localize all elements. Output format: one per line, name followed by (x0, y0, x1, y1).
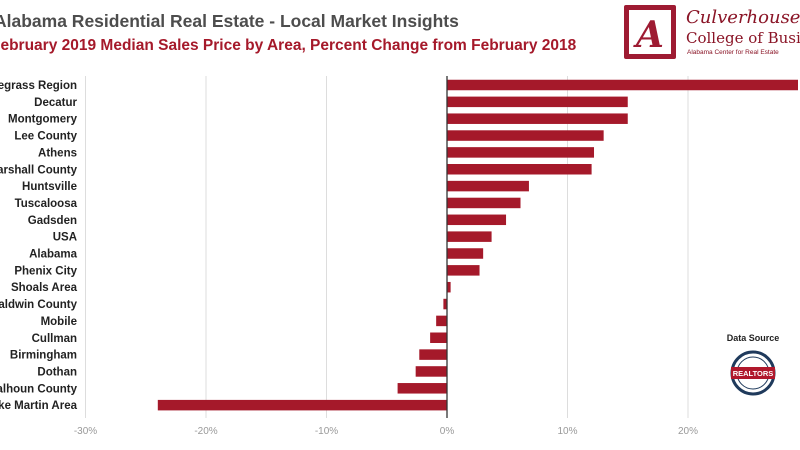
x-tick-label: 20% (678, 426, 698, 437)
bar (447, 164, 592, 175)
category-label: Gadsden (28, 215, 77, 227)
logo-mark-letter: A (633, 14, 664, 56)
category-label: Alabama (29, 249, 78, 261)
logo-line-2: College of Business (686, 29, 800, 47)
chart-title: Alabama Residential Real Estate - Local … (0, 11, 459, 31)
category-label: Tuscaloosa (15, 198, 78, 210)
category-label: Baldwin County (0, 299, 78, 311)
category-label: Huntsville (22, 181, 77, 193)
category-label: Dothan (37, 366, 77, 378)
bar (157, 399, 448, 411)
category-label: Wiregrass Region (0, 80, 77, 92)
bar (419, 349, 447, 360)
realtors-seal-icon: REALTORS (730, 350, 776, 396)
data-source-block: Data Source REALTORS (716, 333, 790, 399)
category-label: Decatur (34, 97, 77, 109)
chart-subtitle: February 2019 Median Sales Price by Area… (0, 37, 577, 54)
category-label: USA (53, 232, 77, 244)
bar (436, 315, 447, 327)
category-label: Lake Martin Area (0, 400, 78, 412)
category-label: Marshall County (0, 164, 78, 176)
bar (397, 383, 447, 394)
category-label: Athens (38, 147, 77, 159)
bar (447, 130, 604, 141)
bar (415, 366, 447, 377)
category-label: Birmingham (10, 350, 77, 362)
bar (447, 147, 595, 158)
x-tick-label: -20% (194, 426, 217, 437)
x-tick-label: -30% (74, 426, 97, 437)
bar (430, 332, 447, 343)
category-label: Shoals Area (11, 282, 78, 294)
category-label: Phenix City (14, 265, 77, 277)
category-label: Cullman (32, 333, 77, 345)
bar (447, 214, 507, 226)
bar (447, 248, 484, 259)
x-tick-label: 0% (440, 426, 455, 437)
bar (447, 96, 628, 108)
bar (447, 231, 492, 242)
culverhouse-logo: A Culverhouse College of Business Alabam… (624, 5, 800, 63)
x-tick-label: -10% (315, 426, 338, 437)
x-tick-label: 10% (557, 426, 577, 437)
bar (447, 265, 480, 276)
category-label: Montgomery (8, 114, 78, 126)
bar (447, 180, 529, 192)
bar (447, 79, 798, 91)
category-label: Mobile (41, 316, 77, 328)
alabama-a-logo-icon: A (624, 5, 676, 59)
logo-line-1: Culverhouse (686, 7, 800, 28)
bar (447, 281, 451, 293)
realtors-badge-text: REALTORS (733, 369, 774, 378)
category-label: Lee County (14, 131, 77, 143)
category-label: Calhoun County (0, 383, 78, 395)
logo-line-3: Alabama Center for Real Estate (687, 49, 779, 56)
bar (443, 298, 447, 310)
bar (447, 197, 521, 209)
data-source-label: Data Source (726, 333, 780, 343)
bar (447, 113, 628, 124)
